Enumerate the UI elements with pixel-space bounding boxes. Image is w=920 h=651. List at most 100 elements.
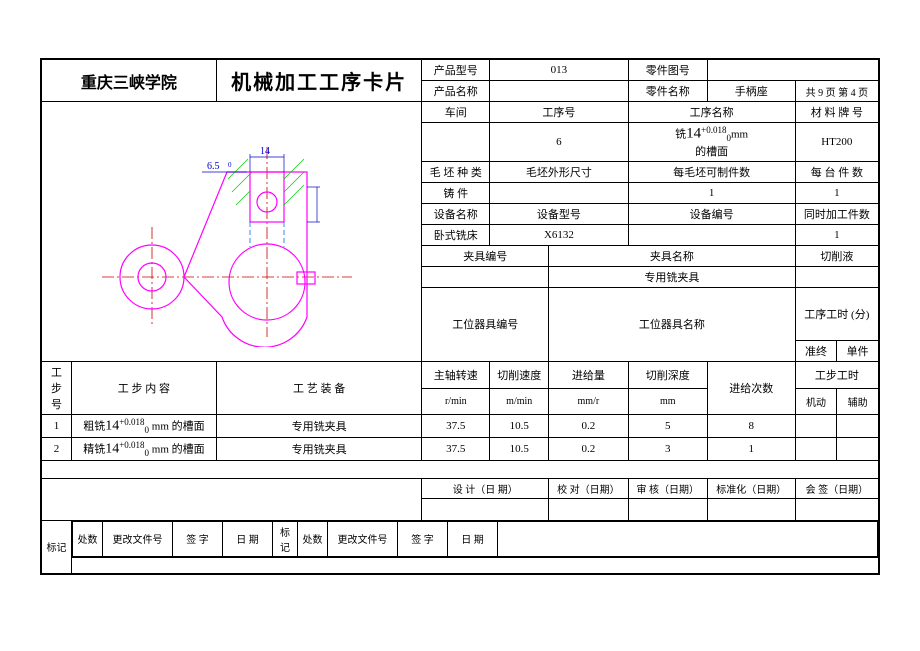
pieces-per-machine-label: 每 台 件 数 (795, 161, 878, 182)
technical-drawing: 14 6.5 0 (42, 102, 422, 362)
fixture-no (422, 266, 549, 287)
process-no-label: 工序号 (490, 102, 628, 123)
date-label-2: 日 期 (448, 521, 498, 556)
unit-label: 单件 (837, 341, 879, 362)
page-info: 共 9 页 第 4 页 (795, 81, 878, 102)
station-no-label: 工位器具编号 (422, 287, 549, 361)
sign-value (795, 498, 878, 520)
part-drawing-no-label: 零件图号 (628, 60, 707, 81)
mark-label: 标记 (42, 520, 72, 573)
machine-time-header: 机动 (795, 389, 837, 415)
material: HT200 (795, 123, 878, 162)
spindle-speed-header: 主轴转速 (422, 362, 490, 389)
process-name-label: 工序名称 (628, 102, 795, 123)
station-name-label: 工位器具名称 (549, 287, 796, 361)
check-value (549, 498, 628, 520)
standard-value (707, 498, 795, 520)
cutting-speed-unit: m/min (490, 389, 549, 415)
design-value (422, 498, 549, 520)
step-passes: 8 (707, 415, 795, 438)
aux-time-header: 辅助 (837, 389, 879, 415)
step-row: 1 粗铣14+0.0180 mm 的槽面 专用铣夹具 37.5 10.5 0.2… (42, 415, 879, 438)
concurrent-pieces: 1 (795, 224, 878, 245)
pieces-per-blank-label: 每毛坯可制件数 (628, 161, 795, 182)
audit-label: 审 核（日期） (628, 478, 707, 498)
pieces-per-blank: 1 (628, 182, 795, 203)
step-time-header: 工步工时 (795, 362, 878, 389)
equipment-no-label: 设备编号 (628, 203, 795, 224)
sig-label: 签 字 (173, 521, 223, 556)
step-content: 粗铣14+0.0180 mm 的槽面 (72, 415, 217, 438)
cutting-speed-header: 切削速度 (490, 362, 549, 389)
step-at (837, 415, 879, 438)
step-content-header: 工 步 内 容 (72, 362, 217, 415)
equipment-model-label: 设备型号 (490, 203, 628, 224)
coolant-label: 切削液 (795, 245, 878, 266)
workshop-label: 车间 (422, 102, 490, 123)
equipment-name: 卧式铣床 (422, 224, 490, 245)
fixture-name: 专用铣夹具 (549, 266, 796, 287)
footer-blank (42, 478, 422, 520)
fixture-name-label: 夹具名称 (549, 245, 796, 266)
part-name-label: 零件名称 (628, 81, 707, 102)
equipment-name-label: 设备名称 (422, 203, 490, 224)
design-label: 设 计（日 期） (422, 478, 549, 498)
step-cutspeed: 10.5 (490, 415, 549, 438)
step-tooling: 专用铣夹具 (216, 415, 421, 438)
process-name: 铣14+0.0180mm的槽面 (628, 123, 795, 162)
step-cutspeed: 10.5 (490, 437, 549, 460)
blank-size (490, 182, 628, 203)
feed-unit: mm/r (549, 389, 628, 415)
step-feed: 0.2 (549, 437, 628, 460)
count-label-2: 处数 (298, 521, 328, 556)
sig-label-2: 签 字 (398, 521, 448, 556)
process-time-label: 工序工时 (分) (795, 287, 878, 340)
material-label: 材 料 牌 号 (795, 102, 878, 123)
tooling-header: 工 艺 装 备 (216, 362, 421, 415)
product-model-label: 产品型号 (422, 60, 490, 81)
step-no: 1 (42, 415, 72, 438)
step-content: 精铣14+0.0180 mm 的槽面 (72, 437, 217, 460)
standard-label: 标准化（日期） (707, 478, 795, 498)
step-mt (795, 437, 837, 460)
product-name-label: 产品名称 (422, 81, 490, 102)
setup-label: 准终 (795, 341, 837, 362)
svg-text:0: 0 (228, 161, 232, 169)
step-depth: 5 (628, 415, 707, 438)
step-at (837, 437, 879, 460)
step-passes: 1 (707, 437, 795, 460)
depth-header: 切削深度 (628, 362, 707, 389)
card-title: 机械加工工序卡片 (216, 60, 421, 102)
step-speed: 37.5 (422, 415, 490, 438)
concurrent-pieces-label: 同时加工件数 (795, 203, 878, 224)
count-label: 处数 (73, 521, 103, 556)
step-feed: 0.2 (549, 415, 628, 438)
step-speed: 37.5 (422, 437, 490, 460)
depth-unit: mm (628, 389, 707, 415)
workshop (422, 123, 490, 162)
blank-type: 铸 件 (422, 182, 490, 203)
check-label: 校 对（日期） (549, 478, 628, 498)
product-name (490, 81, 628, 102)
step-tooling: 专用铣夹具 (216, 437, 421, 460)
footer-rest (498, 521, 878, 556)
fixture-no-label: 夹具编号 (422, 245, 549, 266)
passes-header: 进给次数 (707, 362, 795, 415)
pieces-per-machine: 1 (795, 182, 878, 203)
part-drawing-no (707, 60, 878, 81)
mark-label-2: 标记 (273, 521, 298, 556)
change-no-label: 更改文件号 (103, 521, 173, 556)
feed-header: 进给量 (549, 362, 628, 389)
blank-size-label: 毛坯外形尺寸 (490, 161, 628, 182)
audit-value (628, 498, 707, 520)
blank-type-label: 毛 坯 种 类 (422, 161, 490, 182)
svg-text:6.5: 6.5 (207, 161, 220, 172)
step-no-header: 工步号 (42, 362, 72, 415)
sign-label: 会 签（日期） (795, 478, 878, 498)
equipment-no (628, 224, 795, 245)
spindle-speed-unit: r/min (422, 389, 490, 415)
product-model: 013 (490, 60, 628, 81)
step-mt (795, 415, 837, 438)
svg-text:14: 14 (260, 146, 270, 157)
coolant (795, 266, 878, 287)
